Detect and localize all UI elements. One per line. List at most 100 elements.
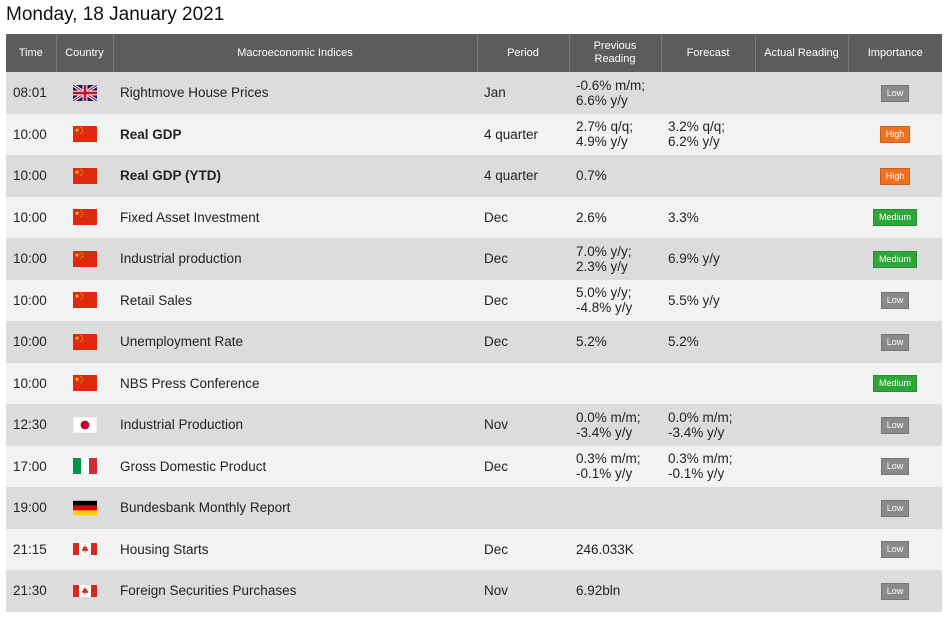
cell-actual — [755, 321, 848, 363]
cell-time: 10:00 — [6, 113, 56, 155]
cell-indicator[interactable]: Fixed Asset Investment — [113, 196, 477, 238]
table-row[interactable]: 10:00 Retail Sales Dec 5.0% y/y; -4.8% y/y 5.… — [6, 279, 942, 321]
previous-line: 4.9% y/y — [576, 134, 628, 150]
cell-previous: 0.0% m/m; -3.4% y/y — [569, 404, 661, 446]
cell-time: 10:00 — [6, 362, 56, 404]
importance-badge: Medium — [872, 250, 917, 268]
cell-country — [56, 487, 113, 529]
cell-time: 10:00 — [6, 155, 56, 197]
col-header-previous[interactable]: Previous Reading — [569, 34, 662, 72]
cell-country — [56, 238, 113, 280]
table-row[interactable]: 10:00 Fixed Asset Investment Dec 2.6% 3.3% Me… — [6, 196, 942, 238]
forecast-line: 0.3% m/m; — [668, 451, 733, 467]
cell-country — [56, 404, 113, 446]
cell-importance: High — [848, 155, 942, 197]
previous-line: 6.92bln — [576, 583, 621, 599]
cell-actual — [755, 113, 848, 155]
cell-period: Nov — [477, 404, 569, 446]
cell-importance: Low — [848, 487, 942, 529]
col-header-time[interactable]: Time — [6, 34, 57, 72]
cell-actual — [755, 487, 848, 529]
cell-actual — [755, 404, 848, 446]
cell-previous: 6.92bln — [569, 570, 661, 612]
col-header-period[interactable]: Period — [477, 34, 570, 72]
table-row[interactable]: 10:00 Unemployment Rate Dec 5.2% 5.2% Low — [6, 321, 942, 363]
cell-period: Dec — [477, 445, 569, 487]
cell-forecast: 0.0% m/m; -3.4% y/y — [661, 404, 755, 446]
cell-period: Dec — [477, 238, 569, 280]
cell-previous: 7.0% y/y; 2.3% y/y — [569, 238, 661, 280]
cell-time: 10:00 — [6, 279, 56, 321]
cell-period: Jan — [477, 72, 569, 114]
cell-indicator[interactable]: Industrial Production — [113, 404, 477, 446]
cell-actual — [755, 445, 848, 487]
table-row[interactable]: 21:30 Foreign Securities Purchases Nov 6.92… — [6, 570, 942, 612]
table-row[interactable]: 10:00 Industrial production Dec 7.0% y/y; 2.… — [6, 238, 942, 280]
cell-indicator[interactable]: Rightmove House Prices — [113, 72, 477, 114]
cell-importance: Low — [848, 445, 942, 487]
canada-flag-icon — [72, 541, 97, 557]
previous-line: 0.3% m/m; — [576, 451, 641, 467]
previous-line: 2.7% q/q; — [576, 119, 634, 135]
table-row[interactable]: 19:00 Bundesbank Monthly Report Low — [6, 487, 942, 529]
forecast-line: 5.5% y/y — [668, 292, 720, 308]
cell-period: Dec — [477, 279, 569, 321]
importance-badge: Low — [880, 582, 910, 600]
forecast-line: -0.1% y/y — [668, 466, 725, 482]
china-flag-icon — [72, 333, 97, 350]
table-row[interactable]: 10:00 Real GDP 4 quarter 2.7% q/q; 4.9% y/y 3… — [6, 113, 942, 155]
table-row[interactable]: 21:15 Housing Starts Dec 246.033K Low — [6, 528, 942, 570]
table-row[interactable]: 17:00 Gross Domestic Product Dec 0.3% m/m; -… — [6, 445, 942, 487]
cell-importance: Low — [848, 570, 942, 612]
cell-previous — [569, 487, 661, 529]
cell-period: 4 quarter — [477, 155, 569, 197]
importance-badge: Low — [880, 292, 910, 310]
col-header-importance[interactable]: Importance — [848, 34, 942, 72]
cell-indicator[interactable]: Retail Sales — [113, 279, 477, 321]
cell-period: Dec — [477, 321, 569, 363]
previous-line: -4.8% y/y — [576, 300, 633, 316]
cell-indicator[interactable]: Real GDP — [113, 113, 477, 155]
cell-indicator[interactable]: Gross Domestic Product — [113, 445, 477, 487]
previous-line: -0.6% m/m; — [576, 77, 646, 93]
importance-badge: Medium — [872, 209, 917, 227]
cell-previous — [569, 362, 661, 404]
col-header-country[interactable]: Country — [56, 34, 114, 72]
table-row[interactable]: 10:00 Real GDP (YTD) 4 quarter 0.7% High — [6, 155, 942, 197]
cell-indicator[interactable]: Housing Starts — [113, 528, 477, 570]
col-header-forecast[interactable]: Forecast — [661, 34, 756, 72]
cell-country — [56, 279, 113, 321]
economic-calendar-table: Time Country Macroeconomic Indices Perio… — [6, 34, 942, 612]
cell-indicator[interactable]: Unemployment Rate — [113, 321, 477, 363]
cell-actual — [755, 155, 848, 197]
cell-country — [56, 72, 113, 114]
forecast-line: 5.2% — [668, 334, 699, 350]
cell-indicator[interactable]: Industrial production — [113, 238, 477, 280]
forecast-line: 3.2% q/q; — [668, 119, 726, 135]
col-header-indices[interactable]: Macroeconomic Indices — [113, 34, 478, 72]
table-row[interactable]: 08:01 Rightmove House Prices Jan -0.6% m/m;… — [6, 72, 942, 114]
previous-line: 2.3% y/y — [576, 258, 628, 274]
col-header-actual[interactable]: Actual Reading — [755, 34, 849, 72]
importance-badge: Medium — [872, 375, 917, 393]
table-row[interactable]: 10:00 NBS Press Conference Medium — [6, 362, 942, 404]
cell-indicator[interactable]: Foreign Securities Purchases — [113, 570, 477, 612]
cell-indicator[interactable]: Bundesbank Monthly Report — [113, 487, 477, 529]
japan-flag-icon — [72, 416, 97, 433]
importance-badge: Low — [880, 541, 910, 559]
cell-country — [56, 113, 113, 155]
cell-importance: Medium — [848, 362, 942, 404]
cell-previous: 0.7% — [569, 155, 661, 197]
cell-importance: Low — [848, 321, 942, 363]
cell-period — [477, 487, 569, 529]
forecast-line: -3.4% y/y — [668, 424, 725, 440]
forecast-line: 0.0% m/m; — [668, 409, 733, 425]
cell-period: 4 quarter — [477, 113, 569, 155]
forecast-line: 3.3% — [668, 209, 699, 225]
cell-importance: Low — [848, 72, 942, 114]
table-row[interactable]: 12:30 Industrial Production Nov 0.0% m/m; -3… — [6, 404, 942, 446]
cell-indicator[interactable]: Real GDP (YTD) — [113, 155, 477, 197]
cell-indicator[interactable]: NBS Press Conference — [113, 362, 477, 404]
cell-country — [56, 362, 113, 404]
table-header-row: Time Country Macroeconomic Indices Perio… — [6, 34, 942, 72]
